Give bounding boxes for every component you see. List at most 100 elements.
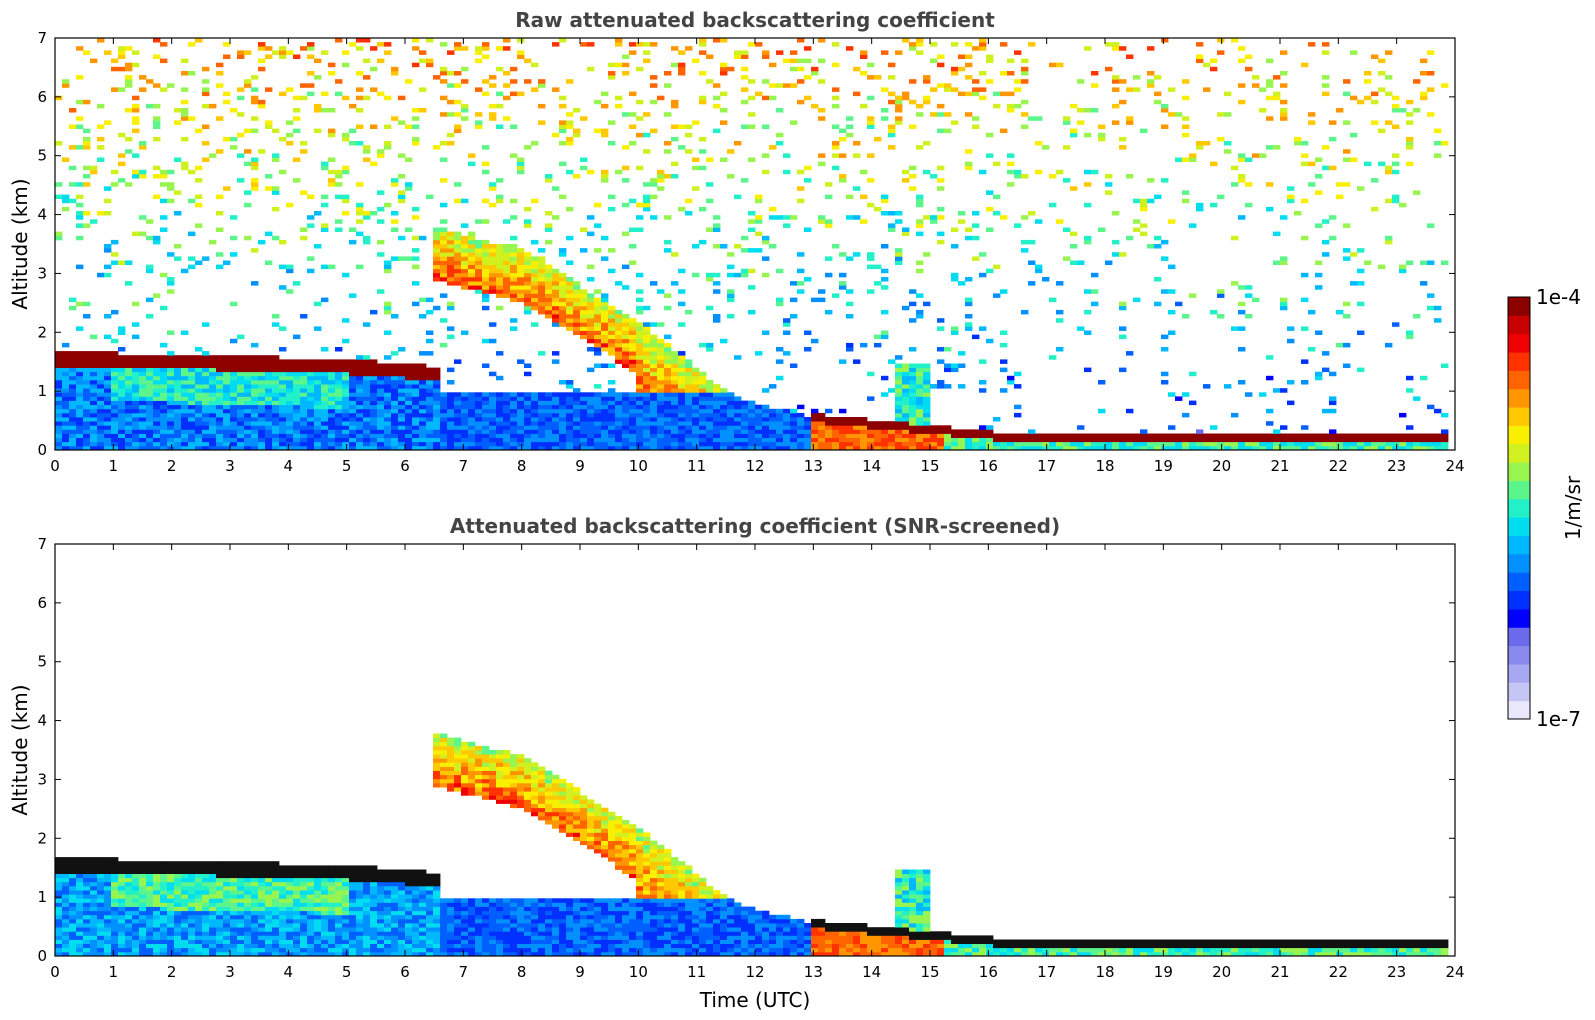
raw-heatmap-cell <box>622 355 630 360</box>
raw-heatmap-cell <box>489 116 497 121</box>
raw-heatmap-cell <box>566 322 574 327</box>
raw-heatmap-cell <box>1070 445 1078 450</box>
raw-heatmap-cell <box>615 103 623 109</box>
raw-heatmap-cell <box>517 54 525 59</box>
raw-heatmap-cell <box>839 429 847 434</box>
raw-heatmap-cell <box>853 215 861 220</box>
raw-heatmap-cell <box>454 244 462 249</box>
raw-heatmap-cell <box>1112 211 1120 216</box>
raw-heatmap-cell <box>986 433 994 438</box>
raw-heatmap-cell <box>1322 441 1330 447</box>
raw-heatmap-cell <box>461 441 469 447</box>
raw-heatmap-cell <box>104 408 112 414</box>
raw-heatmap-cell <box>1119 301 1127 307</box>
screened-heatmap-cell <box>55 881 63 887</box>
raw-heatmap-cell <box>594 202 602 208</box>
raw-heatmap-cell <box>419 417 427 422</box>
raw-heatmap-cell <box>685 198 693 204</box>
raw-heatmap-cell <box>1294 437 1302 443</box>
raw-heatmap-cell <box>909 46 917 51</box>
raw-heatmap-cell <box>643 441 651 447</box>
raw-heatmap-cell <box>111 388 119 393</box>
raw-heatmap-cell <box>461 433 469 438</box>
raw-heatmap-cell <box>475 50 483 55</box>
raw-heatmap-cell <box>580 42 588 47</box>
raw-heatmap-cell <box>398 408 406 414</box>
raw-heatmap-cell <box>664 305 672 311</box>
raw-heatmap-cell <box>944 425 952 430</box>
raw-heatmap-cell <box>657 425 665 430</box>
raw-heatmap-cell <box>902 367 910 373</box>
raw-heatmap-cell <box>1154 91 1162 97</box>
raw-heatmap-cell <box>1112 120 1120 125</box>
raw-heatmap-cell <box>447 445 455 450</box>
raw-heatmap-cell <box>1434 318 1442 323</box>
raw-heatmap-cell <box>426 429 434 434</box>
raw-heatmap-cell <box>440 318 448 323</box>
raw-heatmap-cell <box>125 421 133 426</box>
raw-heatmap-cell <box>727 417 735 422</box>
raw-heatmap-cell <box>314 371 322 377</box>
raw-heatmap-cell <box>181 363 189 368</box>
raw-heatmap-cell <box>1427 441 1435 447</box>
raw-heatmap-cell <box>321 408 329 414</box>
raw-heatmap-cell <box>314 103 322 109</box>
raw-heatmap-cell <box>181 161 189 167</box>
raw-heatmap-cell <box>818 425 826 430</box>
raw-heatmap-cell <box>678 380 686 385</box>
raw-heatmap-cell <box>1385 445 1393 450</box>
raw-heatmap-cell <box>713 392 721 397</box>
raw-heatmap-cell <box>342 388 350 393</box>
raw-heatmap-cell <box>181 417 189 422</box>
raw-heatmap-cell <box>1245 392 1253 397</box>
raw-heatmap-cell <box>650 400 658 406</box>
raw-heatmap-cell <box>1021 124 1029 129</box>
raw-heatmap-cell <box>1119 305 1127 311</box>
raw-heatmap-cell <box>965 322 973 327</box>
raw-heatmap-cell <box>167 363 175 368</box>
raw-heatmap-cell <box>489 285 497 290</box>
raw-heatmap-cell <box>202 91 210 97</box>
raw-heatmap-cell <box>300 437 308 443</box>
raw-heatmap-cell <box>447 71 455 76</box>
raw-heatmap-cell <box>552 396 560 401</box>
raw-heatmap-cell <box>755 437 763 443</box>
raw-heatmap-cell <box>83 429 91 434</box>
raw-heatmap-cell <box>629 91 637 97</box>
raw-heatmap-cell <box>832 417 840 422</box>
raw-heatmap-cell <box>167 421 175 426</box>
raw-heatmap-cell <box>951 326 959 331</box>
raw-heatmap-cell <box>699 445 707 450</box>
raw-heatmap-cell <box>321 437 329 443</box>
raw-heatmap-cell <box>1014 371 1022 377</box>
raw-heatmap-cell <box>342 132 350 138</box>
raw-heatmap-cell <box>594 301 602 307</box>
raw-heatmap-cell <box>804 227 812 232</box>
raw-heatmap-cell <box>223 91 231 97</box>
raw-heatmap-cell <box>531 417 539 422</box>
raw-heatmap-cell <box>902 408 910 414</box>
raw-heatmap-cell <box>895 392 903 397</box>
raw-heatmap-cell <box>1168 264 1176 270</box>
raw-heatmap-cell <box>258 371 266 377</box>
raw-x-tick-label: 22 <box>1329 457 1348 475</box>
raw-heatmap-cell <box>692 421 700 426</box>
raw-heatmap-cell <box>482 145 490 150</box>
raw-heatmap-cell <box>1364 71 1372 76</box>
raw-heatmap-cell <box>741 87 749 92</box>
raw-heatmap-cell <box>517 404 525 410</box>
raw-heatmap-cell <box>503 392 511 397</box>
raw-heatmap-cell <box>524 408 532 414</box>
raw-heatmap-cell <box>1196 437 1204 443</box>
raw-heatmap-cell <box>363 417 371 422</box>
raw-heatmap-cell <box>895 108 903 113</box>
raw-heatmap-cell <box>566 384 574 389</box>
raw-heatmap-cell <box>1252 433 1260 438</box>
raw-heatmap-cell <box>286 202 294 208</box>
screened-heatmap-cell <box>69 951 77 956</box>
raw-heatmap-cell <box>167 169 175 175</box>
raw-heatmap-cell <box>328 264 336 270</box>
raw-heatmap-cell <box>160 355 168 360</box>
raw-heatmap-cell <box>972 91 980 97</box>
raw-heatmap-cell <box>944 128 952 134</box>
